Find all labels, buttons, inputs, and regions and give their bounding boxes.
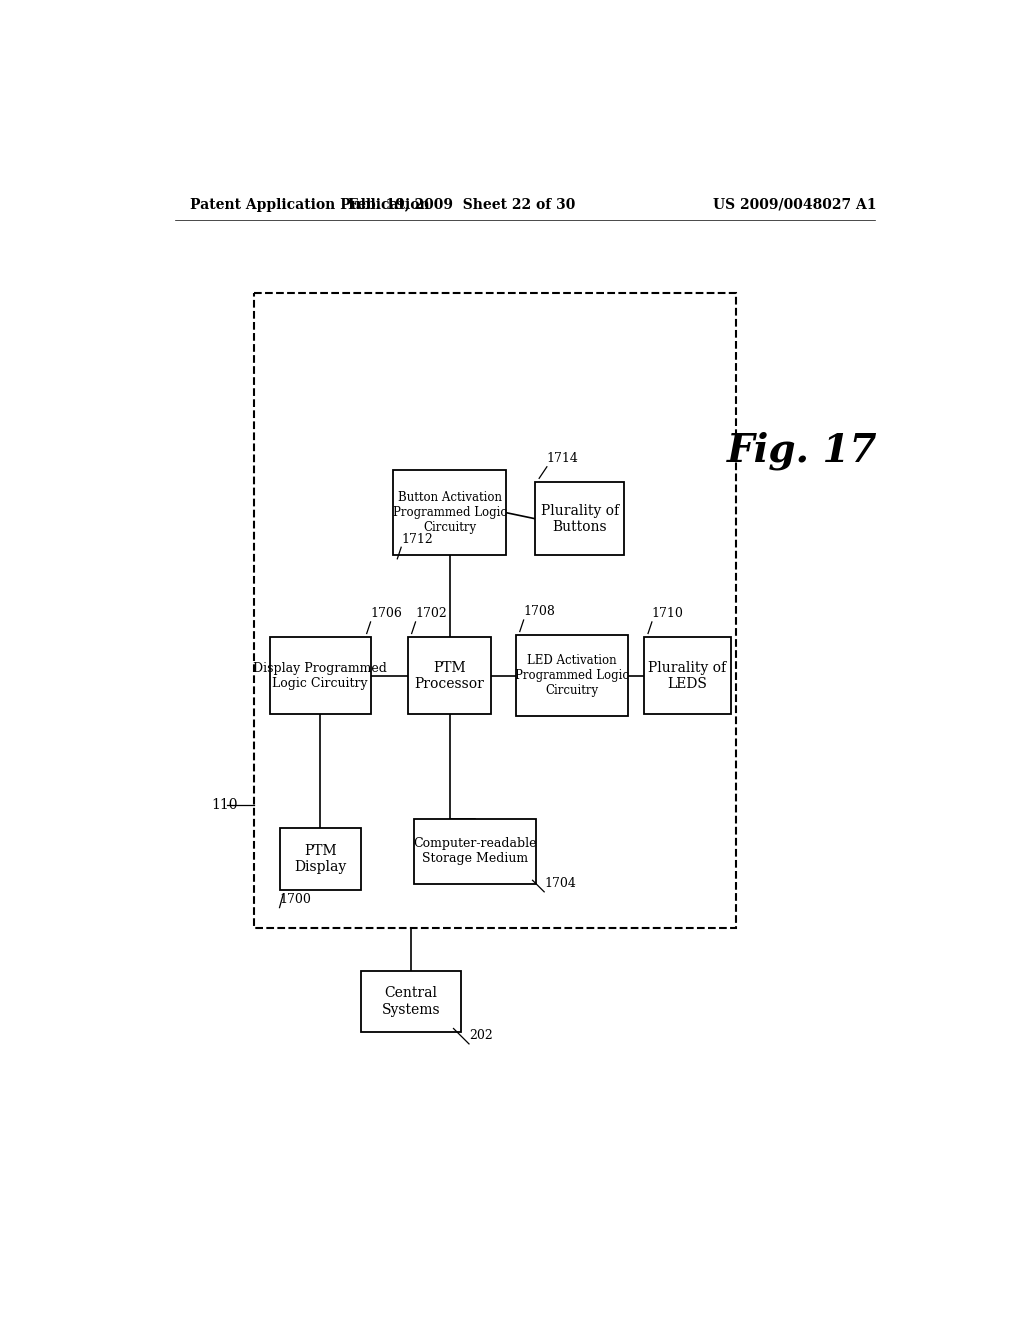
Text: 1710: 1710: [652, 607, 684, 620]
Text: Plurality of
LEDS: Plurality of LEDS: [648, 661, 727, 690]
Text: 1712: 1712: [401, 533, 433, 545]
Text: 1708: 1708: [523, 606, 555, 619]
Text: Central
Systems: Central Systems: [382, 986, 440, 1016]
Text: 1714: 1714: [547, 453, 579, 465]
Bar: [644, 638, 731, 714]
Bar: [536, 482, 625, 556]
Text: 1700: 1700: [280, 894, 311, 906]
Text: Plurality of
Buttons: Plurality of Buttons: [541, 504, 618, 533]
Bar: [360, 970, 461, 1032]
Text: PTM
Processor: PTM Processor: [415, 661, 484, 690]
Bar: [280, 829, 360, 890]
Bar: [270, 638, 371, 714]
Bar: [254, 293, 736, 928]
Text: PTM
Display: PTM Display: [294, 843, 346, 874]
Text: 1702: 1702: [416, 607, 447, 620]
Text: 1704: 1704: [544, 878, 577, 890]
Text: Patent Application Publication: Patent Application Publication: [190, 198, 430, 211]
Text: 202: 202: [469, 1030, 493, 1043]
Text: Feb. 19, 2009  Sheet 22 of 30: Feb. 19, 2009 Sheet 22 of 30: [347, 198, 574, 211]
Bar: [408, 638, 492, 714]
Text: 1706: 1706: [371, 607, 402, 620]
Text: Display Programmed
Logic Circuitry: Display Programmed Logic Circuitry: [253, 661, 387, 690]
Bar: [516, 635, 629, 717]
Text: US 2009/0048027 A1: US 2009/0048027 A1: [713, 198, 877, 211]
Bar: [414, 818, 537, 884]
Bar: [393, 470, 506, 554]
Text: 110: 110: [212, 799, 239, 812]
Text: Fig. 17: Fig. 17: [727, 432, 878, 470]
Text: Computer-readable
Storage Medium: Computer-readable Storage Medium: [414, 837, 537, 866]
Text: Button Activation
Programmed Logic
Circuitry: Button Activation Programmed Logic Circu…: [392, 491, 507, 535]
Text: LED Activation
Programmed Logic
Circuitry: LED Activation Programmed Logic Circuitr…: [515, 655, 629, 697]
